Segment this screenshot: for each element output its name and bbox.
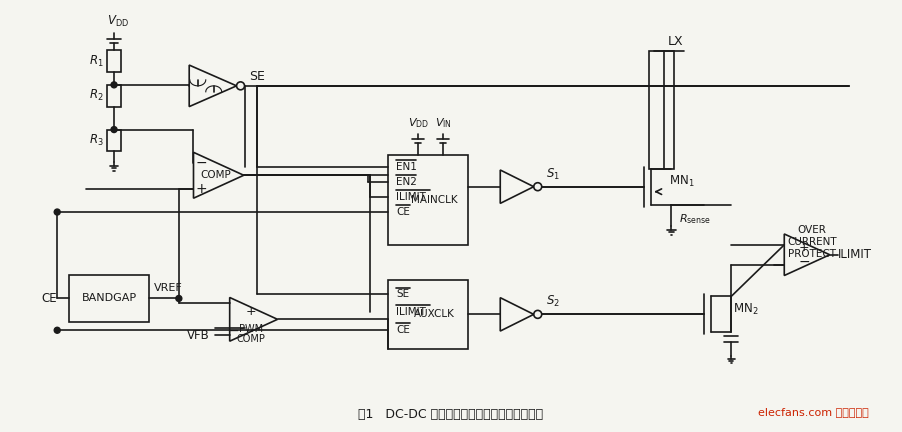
Circle shape xyxy=(176,295,182,302)
Text: $R_3$: $R_3$ xyxy=(88,133,104,148)
Text: $\rm MN_2$: $\rm MN_2$ xyxy=(733,302,759,317)
Text: $\rm MN_1$: $\rm MN_1$ xyxy=(669,174,695,189)
Text: +: + xyxy=(798,241,809,254)
Circle shape xyxy=(111,82,117,88)
Text: ILIMIT: ILIMIT xyxy=(396,308,426,318)
Text: $R_1$: $R_1$ xyxy=(88,54,104,69)
Text: CURRENT: CURRENT xyxy=(787,237,837,247)
Text: BANDGAP: BANDGAP xyxy=(81,293,136,303)
Text: VREF: VREF xyxy=(154,283,183,293)
Text: −: − xyxy=(196,156,207,170)
Text: AUXCLK: AUXCLK xyxy=(414,309,455,319)
Text: −: − xyxy=(228,324,240,338)
Text: MAINCLK: MAINCLK xyxy=(411,195,457,205)
Text: $V_{\rm IN}$: $V_{\rm IN}$ xyxy=(435,116,452,130)
Bar xyxy=(388,280,468,349)
Text: LX: LX xyxy=(667,35,683,48)
Text: COMP: COMP xyxy=(200,170,231,180)
Bar xyxy=(107,85,121,107)
Text: +: + xyxy=(196,182,207,196)
Text: +: + xyxy=(245,305,256,318)
Text: VFB: VFB xyxy=(187,329,210,342)
Text: $R_{\rm sense}$: $R_{\rm sense}$ xyxy=(679,213,711,226)
Text: OVER: OVER xyxy=(797,225,826,235)
Text: $V_{\rm DD}$: $V_{\rm DD}$ xyxy=(408,116,428,130)
Text: elecfans.com 电子发烧友: elecfans.com 电子发烧友 xyxy=(758,407,869,417)
Text: SE: SE xyxy=(396,289,410,299)
Text: $S_1$: $S_1$ xyxy=(546,167,559,182)
Text: ILIMIT: ILIMIT xyxy=(838,248,871,261)
Text: $R_2$: $R_2$ xyxy=(88,88,104,103)
Text: EN2: EN2 xyxy=(396,177,417,187)
Bar xyxy=(107,50,121,72)
Bar xyxy=(649,51,675,169)
Text: ILIMIT: ILIMIT xyxy=(396,192,426,202)
Text: $V_{\rm DD}$: $V_{\rm DD}$ xyxy=(107,14,129,29)
Text: CE: CE xyxy=(396,207,410,217)
Text: CE: CE xyxy=(41,292,57,305)
Text: PWM: PWM xyxy=(238,324,262,334)
Text: CE: CE xyxy=(396,325,410,335)
Circle shape xyxy=(54,209,60,215)
Bar xyxy=(69,275,149,322)
Text: −: − xyxy=(798,255,810,269)
Text: SE: SE xyxy=(250,70,265,83)
Bar xyxy=(388,156,468,245)
Circle shape xyxy=(54,327,60,333)
Circle shape xyxy=(111,127,117,133)
Text: EN1: EN1 xyxy=(396,162,417,172)
Text: $S_2$: $S_2$ xyxy=(546,294,559,309)
Text: PROTECT: PROTECT xyxy=(787,249,836,259)
Text: 图1   DC-DC 升压型开关电源芯片的整体示意图: 图1 DC-DC 升压型开关电源芯片的整体示意图 xyxy=(358,408,544,421)
Text: COMP: COMP xyxy=(236,334,265,344)
Bar xyxy=(107,130,121,152)
